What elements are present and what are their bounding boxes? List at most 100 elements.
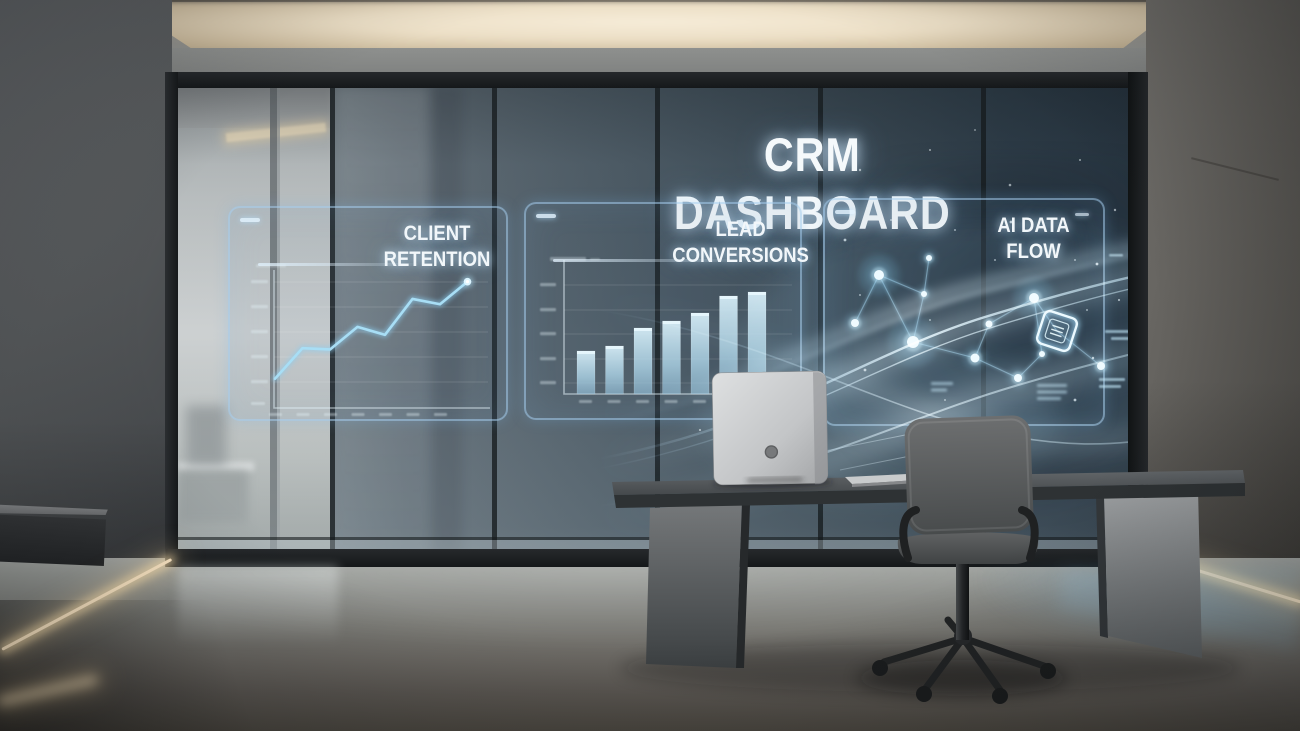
cabinet-front [0,514,106,566]
sparkle-dot [1074,259,1076,261]
glass-frame-bottom [166,549,1148,567]
glass-mullion [981,76,986,566]
desk-front-edge [614,483,1245,508]
led-strip-left [1,558,173,651]
sparkle-dot [954,229,956,231]
floor-sheen [150,560,1150,650]
panel-underline [553,259,732,262]
floor-corner-shadow [0,600,320,731]
glass-lower-band [178,540,1128,549]
desk-top [612,470,1245,495]
network-edge [988,297,1035,325]
monitor-stand [748,431,801,481]
adjacent-room [178,76,330,566]
monitor-base-shadow [746,477,803,483]
data-readout-cluster [1091,254,1129,388]
sparkle-dot [944,399,946,401]
chair-seat [897,532,1039,564]
network-node [858,254,900,296]
glass-mullion [492,76,497,566]
led-strip-right [1187,566,1300,604]
network-edge [974,357,1019,379]
floor-reflection-room [178,566,338,646]
network-node [921,250,937,266]
conversion-bar [719,295,738,395]
data-readout [1099,254,1129,388]
chair-mechanism [936,544,994,560]
sparkle-dot [863,368,867,372]
desk-leg-right [1104,489,1202,658]
led-strip-left-reflection [0,677,96,703]
glass-frame-right [1128,72,1148,567]
network-edge [1056,330,1102,367]
chair-base [880,616,1048,694]
network-edge [1017,353,1043,379]
floor [0,558,1300,731]
network-graph [843,219,1112,402]
network-edge [878,274,925,295]
data-readout [1037,384,1067,400]
glass-transom [178,537,1128,540]
desk-leg-left [646,503,742,668]
right-wall-shadow [1146,380,1300,640]
network-edge [923,257,930,295]
network-edge [912,293,925,343]
adjacent-room-led-strip [225,122,327,143]
panel-corner-dash [835,210,855,214]
chair-shadow [857,660,1067,696]
glass-reflection [335,86,430,556]
monitor-stand-hole [765,445,778,458]
glass-tint [170,76,1148,566]
adjacent-room-ceiling [178,76,330,128]
panel-corner-dash [240,218,260,222]
adjacent-room-chair-silhouette [186,406,226,466]
network-edge [912,341,976,359]
sparkle-dot [890,219,892,221]
monitor [711,370,833,489]
glass-frame-left [165,72,178,567]
cove-light-glow [90,0,1214,62]
sparkle-dot [994,259,996,261]
floor-reflection-streams [980,566,1300,646]
network-node [1013,277,1055,319]
sparkle-dot [929,319,931,321]
glass-shadow-band [432,86,462,556]
left-wall-shadow [0,420,172,670]
desk-leg-left-edge [736,503,750,668]
panel-underline [257,263,418,266]
network-node [979,314,999,334]
conversion-bar [605,345,624,395]
network-edge [974,323,990,359]
glass-mullion [330,76,335,566]
desk [612,470,1245,668]
left-wall [0,0,172,670]
dashboard-title-text: CRM DASHBOARD [673,128,951,239]
monitor-back [711,370,829,486]
sparkle-dot [859,294,861,296]
chair-casters [872,660,1056,704]
glass-wall [170,76,1148,566]
conversion-bar [690,312,710,395]
panel-title: LEAD CONVERSIONS [672,218,809,267]
conversion-bar [633,327,653,395]
network-edge [1033,297,1043,355]
chair-armrests [899,506,1039,562]
network-edge [1033,297,1058,332]
network-node [963,346,987,370]
glass-dark-area [810,156,1148,516]
network-node [887,316,939,368]
network-edge [878,274,914,343]
sparkle-dot [843,238,847,242]
sparkle-dot [1086,309,1088,311]
sparkle-dot [1073,398,1077,402]
dashboard-title: CRM DASHBOARD [410,126,950,239]
ceiling-face [150,48,1160,78]
monitor-shadow [712,477,833,489]
sparkle-dot [1009,220,1013,224]
panel-client-retention: CLIENT RETENTION [228,206,508,421]
ceiling [0,0,1300,80]
panel-corner-dash [1075,213,1089,216]
